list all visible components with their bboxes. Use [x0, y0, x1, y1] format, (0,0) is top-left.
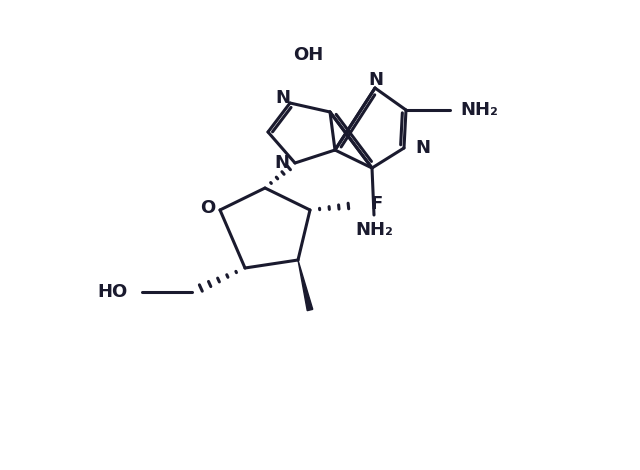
Text: HO: HO	[98, 283, 128, 301]
Text: N: N	[415, 139, 430, 157]
Text: F: F	[370, 195, 382, 213]
Text: NH₂: NH₂	[355, 221, 393, 239]
Text: O: O	[200, 199, 216, 217]
Text: N: N	[275, 89, 291, 107]
Text: OH: OH	[293, 46, 323, 64]
Polygon shape	[298, 260, 313, 311]
Text: N: N	[275, 154, 289, 172]
Text: N: N	[369, 71, 383, 89]
Text: NH₂: NH₂	[460, 101, 498, 119]
